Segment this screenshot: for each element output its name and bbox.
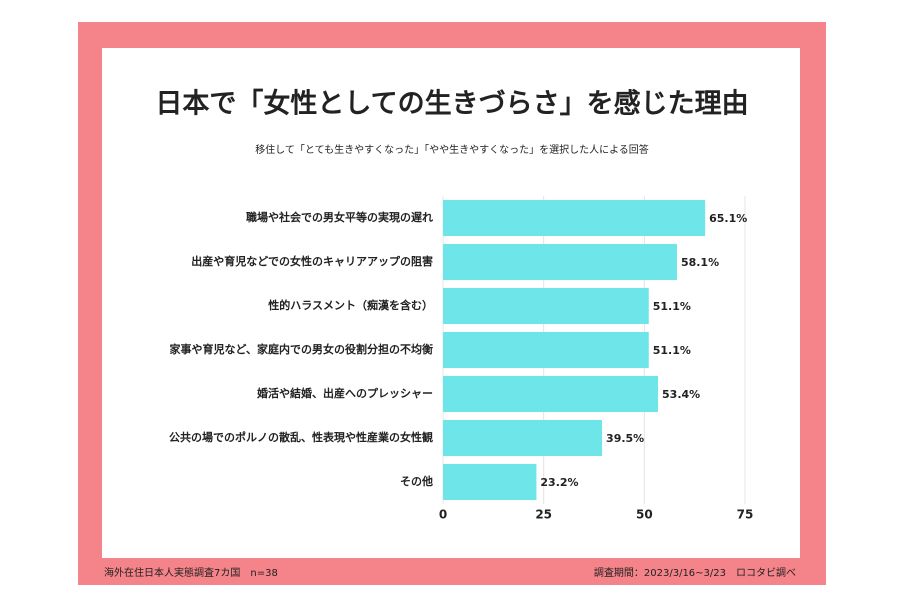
footer-period: 調査期間：2023/3/16~3/23 ロコタビ調べ <box>594 566 796 579</box>
bar <box>443 375 659 413</box>
value-label: 51.1% <box>653 300 691 313</box>
y-tick-label: 職場や社会での男女平等の実現の遅れ <box>246 210 433 224</box>
y-tick-label: 婚活や結婚、出産へのプレッシャー <box>257 386 433 400</box>
y-tick-label: 性的ハラスメント（痴漢を含む） <box>268 298 433 312</box>
value-label: 65.1% <box>709 212 747 225</box>
bar <box>443 199 706 237</box>
bar <box>443 331 649 369</box>
bar <box>443 243 677 281</box>
x-tick-label: 75 <box>737 508 754 522</box>
bar <box>443 287 649 325</box>
value-label: 58.1% <box>681 256 719 269</box>
bar <box>443 463 537 501</box>
y-tick-label: 公共の場でのポルノの散乱、性表現や性産業の女性観 <box>169 430 433 444</box>
x-tick-label: 25 <box>535 508 552 522</box>
value-label: 51.1% <box>653 344 691 357</box>
value-label: 39.5% <box>606 432 644 445</box>
x-tick-label: 0 <box>439 508 447 522</box>
chart-subtitle: 移住して「とても生きやすくなった」「やや生きやすくなった」を選択した人による回答 <box>255 143 649 156</box>
x-tick-label: 50 <box>636 508 653 522</box>
y-tick-label: 家事や育児など、家庭内での男女の役割分担の不均衡 <box>170 342 433 356</box>
chart-title: 日本で「女性としての生きづらさ」を感じた理由 <box>155 88 748 120</box>
footer-survey: 海外在住日本人実態調査7カ国 n=38 <box>104 566 278 579</box>
value-label: 53.4% <box>662 388 700 401</box>
y-tick-label: 出産や育児などでの女性のキャリアアップの阻害 <box>191 254 433 268</box>
value-label: 23.2% <box>540 476 578 489</box>
y-tick-label: その他 <box>400 474 433 488</box>
bar <box>443 419 603 457</box>
